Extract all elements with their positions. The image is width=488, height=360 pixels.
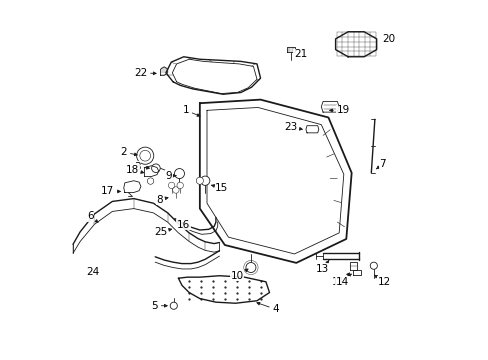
Text: 24: 24 [86, 267, 100, 277]
Text: 19: 19 [329, 105, 349, 115]
Circle shape [200, 176, 209, 185]
Circle shape [136, 147, 153, 164]
Text: 23: 23 [284, 122, 302, 132]
Circle shape [177, 182, 183, 189]
Text: 6: 6 [87, 211, 98, 222]
Text: 25: 25 [154, 227, 171, 237]
Text: 14: 14 [335, 273, 349, 287]
Circle shape [245, 262, 255, 273]
Circle shape [172, 187, 179, 193]
Circle shape [147, 178, 153, 184]
Text: 7: 7 [376, 159, 386, 169]
Text: 8: 8 [156, 195, 168, 204]
Text: 18: 18 [125, 165, 143, 175]
Circle shape [196, 177, 203, 184]
Text: 10: 10 [230, 269, 247, 281]
Circle shape [151, 164, 160, 172]
Text: 16: 16 [177, 220, 190, 230]
Text: 2: 2 [121, 147, 137, 157]
Text: 20: 20 [381, 34, 394, 44]
Text: 9: 9 [165, 171, 176, 181]
Text: 17: 17 [101, 186, 120, 197]
Text: 21: 21 [293, 49, 306, 59]
Circle shape [369, 262, 377, 269]
Text: 12: 12 [374, 275, 390, 287]
Text: 1: 1 [182, 105, 200, 116]
Text: 5: 5 [151, 301, 167, 311]
Text: 13: 13 [316, 261, 329, 274]
Circle shape [168, 182, 175, 189]
Text: 22: 22 [134, 68, 156, 78]
Circle shape [174, 168, 184, 179]
Circle shape [170, 302, 177, 309]
Text: 3: 3 [134, 162, 149, 172]
Polygon shape [335, 32, 376, 57]
Text: 4: 4 [256, 302, 279, 314]
Text: 15: 15 [211, 183, 228, 193]
Text: 11: 11 [331, 274, 351, 287]
